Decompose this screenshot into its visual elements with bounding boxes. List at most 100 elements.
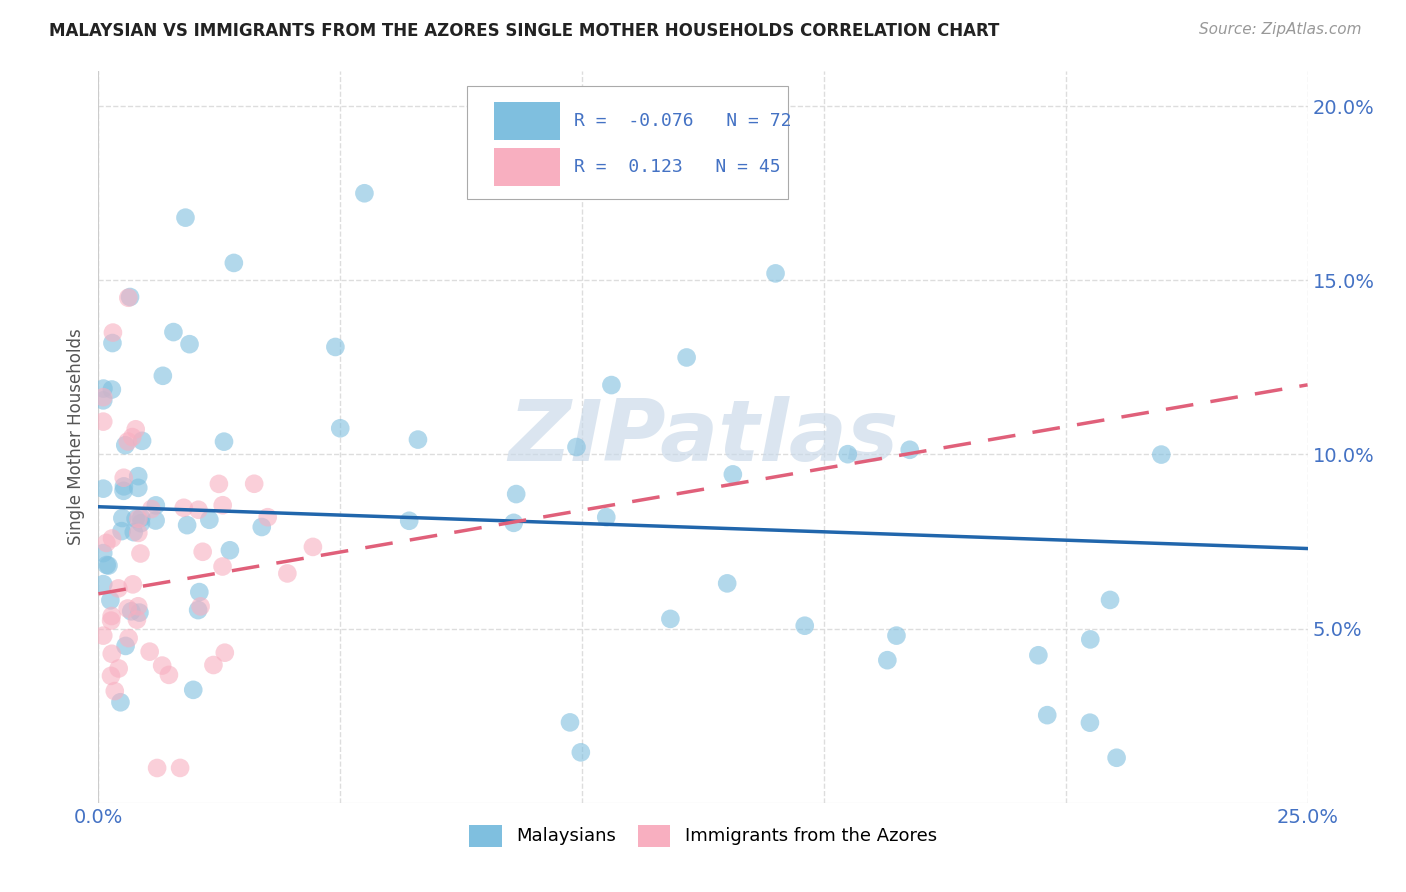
Point — [188, 585, 211, 599]
Point — [100, 614, 122, 628]
Point — [124, 512, 146, 526]
Point — [325, 340, 347, 354]
Point — [181, 682, 204, 697]
Point — [120, 604, 142, 618]
Text: R =  -0.076   N = 72: R = -0.076 N = 72 — [574, 112, 792, 130]
Point — [101, 326, 124, 340]
Point — [243, 476, 266, 491]
Point — [100, 609, 122, 624]
Point — [145, 499, 167, 513]
Point — [129, 511, 152, 525]
Point — [138, 645, 160, 659]
FancyBboxPatch shape — [494, 148, 561, 186]
Y-axis label: Single Mother Households: Single Mother Households — [67, 329, 86, 545]
Point — [558, 715, 581, 730]
Point — [569, 745, 592, 759]
Point — [117, 631, 139, 645]
Point — [117, 601, 139, 615]
Point — [125, 613, 148, 627]
Point — [127, 481, 149, 495]
Point — [112, 471, 135, 485]
Point — [211, 559, 233, 574]
Point — [1028, 648, 1050, 663]
Point — [121, 430, 143, 444]
Point — [101, 336, 124, 351]
Point — [121, 577, 143, 591]
Point — [104, 684, 127, 698]
Point — [107, 661, 129, 675]
Point — [198, 513, 221, 527]
Point — [898, 442, 921, 457]
Point — [91, 393, 114, 408]
Legend: Malaysians, Immigrants from the Azores: Malaysians, Immigrants from the Azores — [463, 817, 943, 854]
Point — [100, 669, 122, 683]
Point — [716, 576, 738, 591]
Point — [111, 511, 134, 525]
Point — [129, 547, 152, 561]
Point — [329, 421, 352, 435]
Point — [100, 593, 122, 607]
Point — [96, 558, 118, 572]
Point — [190, 599, 212, 614]
Point — [212, 434, 235, 449]
Point — [128, 606, 150, 620]
Point — [202, 658, 225, 673]
Point — [173, 500, 195, 515]
Text: ZIPatlas: ZIPatlas — [508, 395, 898, 479]
Point — [101, 383, 124, 397]
Point — [174, 211, 197, 225]
Point — [353, 186, 375, 201]
Point — [1099, 593, 1122, 607]
Point — [146, 761, 169, 775]
Point — [721, 467, 744, 482]
Point — [127, 525, 149, 540]
Point — [793, 618, 815, 632]
Point — [659, 612, 682, 626]
Point — [406, 433, 429, 447]
Point — [107, 582, 129, 596]
Point — [187, 603, 209, 617]
Point — [1078, 632, 1101, 647]
Point — [127, 512, 149, 526]
Point — [179, 337, 201, 351]
Point — [1036, 708, 1059, 723]
Point — [219, 543, 242, 558]
Point — [1078, 715, 1101, 730]
Point — [765, 266, 787, 280]
Point — [675, 351, 697, 365]
Point — [876, 653, 898, 667]
Text: Source: ZipAtlas.com: Source: ZipAtlas.com — [1198, 22, 1361, 37]
Point — [157, 668, 180, 682]
Point — [110, 524, 132, 538]
Point — [256, 510, 278, 524]
Point — [565, 440, 588, 454]
Point — [169, 761, 191, 775]
Point — [191, 545, 214, 559]
Point — [127, 469, 149, 483]
Text: R =  0.123   N = 45: R = 0.123 N = 45 — [574, 159, 780, 177]
Text: MALAYSIAN VS IMMIGRANTS FROM THE AZORES SINGLE MOTHER HOUSEHOLDS CORRELATION CHA: MALAYSIAN VS IMMIGRANTS FROM THE AZORES … — [49, 22, 1000, 40]
Point — [110, 695, 132, 709]
Point — [505, 487, 527, 501]
Point — [117, 434, 139, 449]
Point — [114, 639, 136, 653]
Point — [127, 599, 149, 614]
Point — [398, 514, 420, 528]
Point — [97, 558, 120, 573]
Point — [125, 422, 148, 436]
Point — [118, 290, 141, 304]
Point — [100, 647, 122, 661]
Point — [276, 566, 298, 581]
Point — [211, 498, 233, 512]
Point — [837, 447, 859, 461]
Point — [250, 520, 273, 534]
Point — [91, 629, 114, 643]
Point — [886, 629, 908, 643]
Point — [600, 378, 623, 392]
Point — [208, 476, 231, 491]
Point — [152, 368, 174, 383]
Point — [644, 113, 666, 128]
Point — [214, 646, 236, 660]
Point — [91, 390, 114, 404]
Point — [114, 438, 136, 452]
